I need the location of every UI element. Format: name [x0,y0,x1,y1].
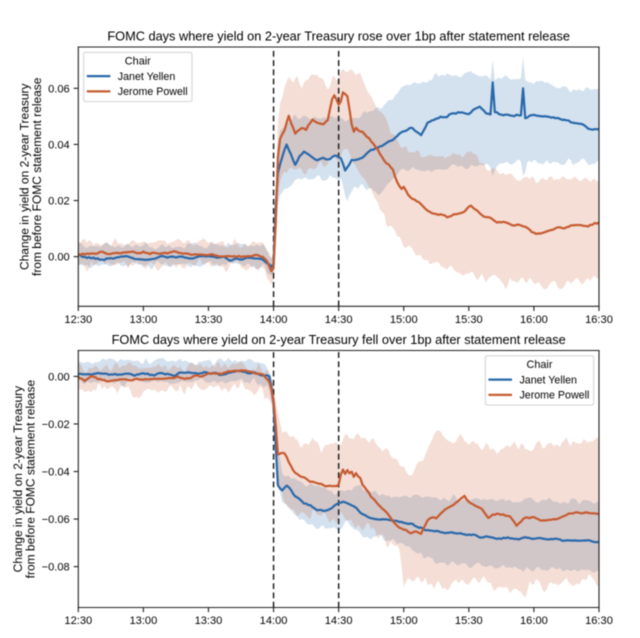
svg-text:FOMC days where yield on 2-yea: FOMC days where yield on 2-year Treasury… [112,332,566,347]
svg-text:16:00: 16:00 [520,615,548,627]
svg-text:0.02: 0.02 [48,196,70,208]
svg-text:Change in yield on 2-year Trea: Change in yield on 2-year Treasury [11,386,25,573]
svg-text:Janet Yellen: Janet Yellen [118,71,176,83]
svg-text:from before FOMC statement rel: from before FOMC statement release [24,380,38,579]
svg-text:12:30: 12:30 [64,314,92,326]
svg-text:Change in yield on 2-year Trea: Change in yield on 2-year Treasury [17,83,31,270]
svg-text:−0.06: −0.06 [42,514,70,526]
svg-text:0.00: 0.00 [48,371,70,383]
svg-text:0.04: 0.04 [48,139,70,151]
svg-text:16:30: 16:30 [585,314,613,326]
svg-text:−0.02: −0.02 [42,419,70,431]
svg-text:Janet Yellen: Janet Yellen [519,374,577,386]
svg-text:16:30: 16:30 [585,615,613,627]
svg-text:13:30: 13:30 [195,615,223,627]
svg-text:16:00: 16:00 [520,314,548,326]
svg-text:15:00: 15:00 [390,314,418,326]
svg-text:−0.04: −0.04 [42,467,70,479]
svg-text:Chair: Chair [125,55,151,67]
svg-text:−0.08: −0.08 [42,562,70,574]
svg-text:0.06: 0.06 [48,83,70,95]
svg-text:13:30: 13:30 [195,314,223,326]
svg-text:FOMC days where yield on 2-yea: FOMC days where yield on 2-year Treasury… [107,28,570,43]
svg-text:13:00: 13:00 [129,314,157,326]
svg-text:14:30: 14:30 [325,615,353,627]
svg-text:Jerome Powell: Jerome Powell [118,86,188,98]
svg-text:14:00: 14:00 [260,314,288,326]
svg-text:0.00: 0.00 [48,252,70,264]
svg-text:15:00: 15:00 [390,615,418,627]
svg-text:Chair: Chair [526,359,552,371]
svg-text:15:30: 15:30 [455,314,483,326]
svg-text:13:00: 13:00 [129,615,157,627]
svg-text:12:30: 12:30 [64,615,92,627]
svg-text:Jerome Powell: Jerome Powell [519,390,589,402]
svg-text:15:30: 15:30 [455,615,483,627]
svg-text:14:30: 14:30 [325,314,353,326]
svg-text:14:00: 14:00 [260,615,288,627]
svg-text:from before FOMC statement rel: from before FOMC statement release [30,77,44,276]
